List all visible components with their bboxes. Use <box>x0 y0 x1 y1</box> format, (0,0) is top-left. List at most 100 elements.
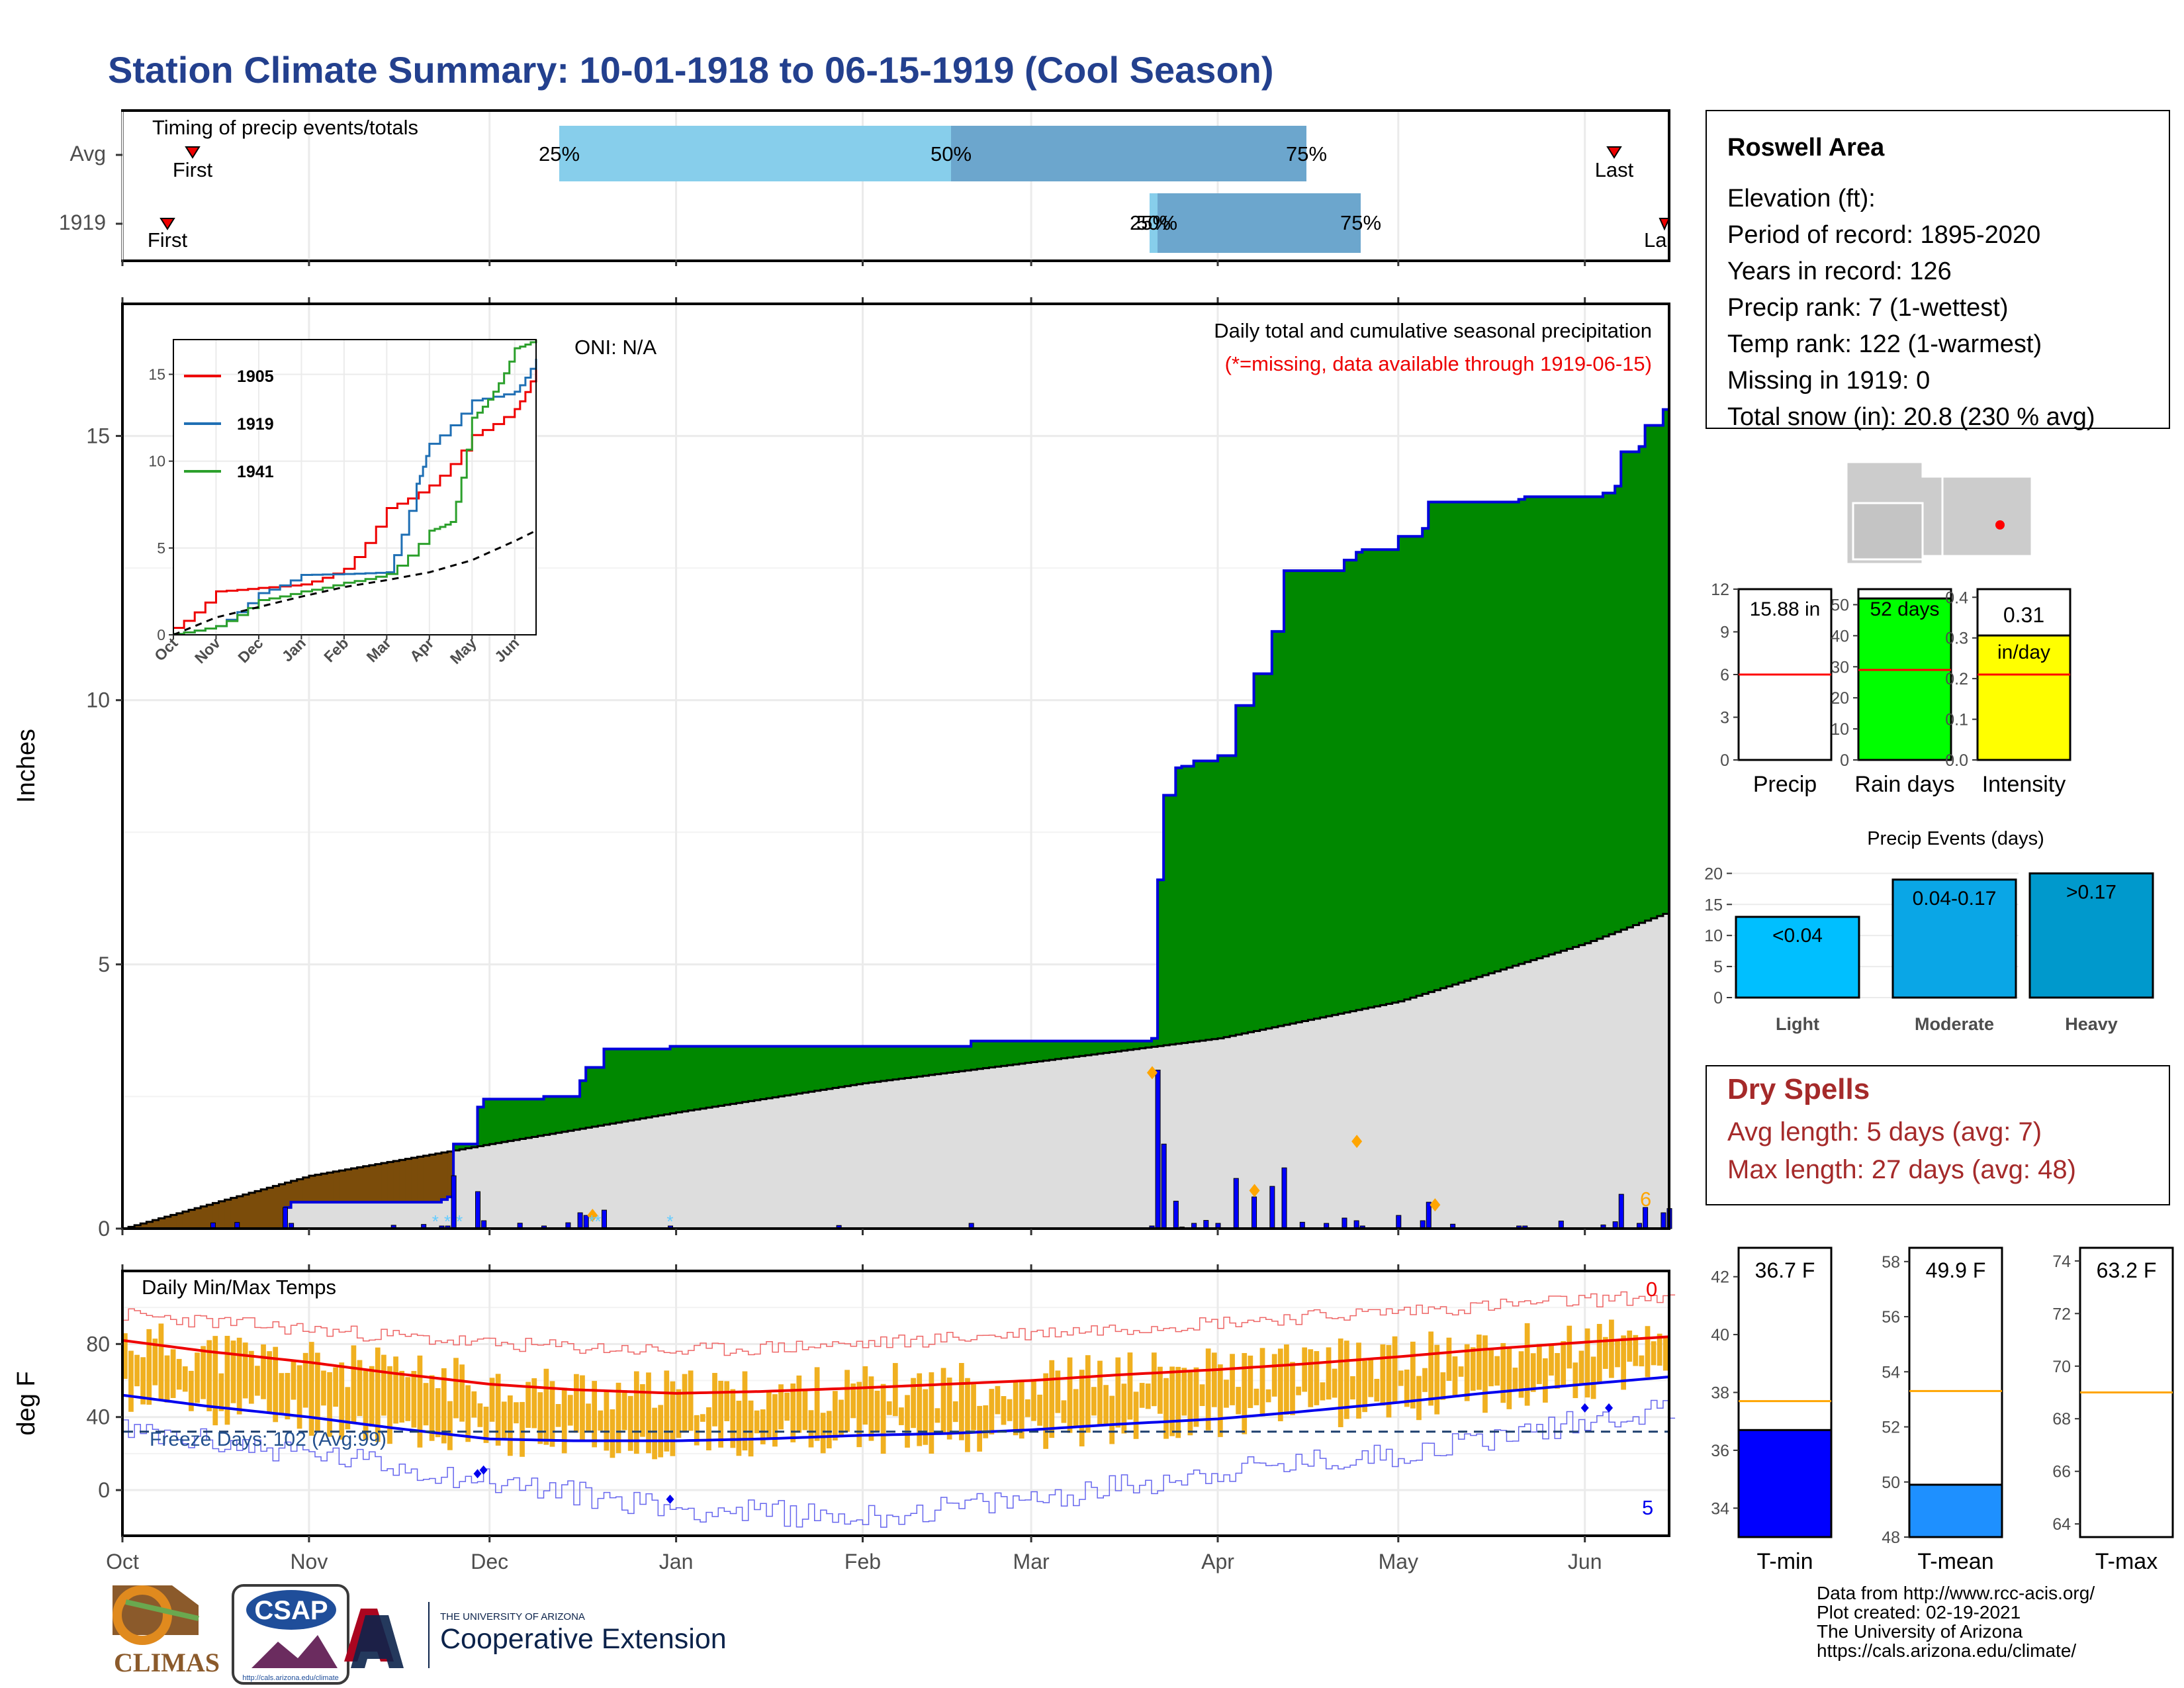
temp-summary-ytick-label: 50 <box>1882 1474 1900 1492</box>
timing-1919-bar-early <box>1150 193 1158 253</box>
temp-summary-label: T-max <box>2095 1549 2158 1574</box>
precip-surplus-fill <box>1121 1041 1128 1051</box>
dry-spells-max: Max length: 27 days (avg: 48) <box>1727 1155 2076 1184</box>
inset-ytick-label: 0 <box>157 626 165 643</box>
precip-surplus-fill <box>1488 502 1495 974</box>
footer-line: Plot created: 02-19-2021 <box>1817 1602 2021 1622</box>
precip-deficit-fill <box>321 1173 328 1203</box>
daily-precip-bar <box>1269 1186 1275 1229</box>
normal-max-line <box>122 1335 1670 1395</box>
precip-surplus-fill <box>1211 761 1218 1039</box>
oni-label: ONI: N/A <box>574 336 657 359</box>
precip-surplus-fill <box>1338 571 1345 1014</box>
daily-precip-bar <box>1618 1194 1624 1229</box>
daily-temp-range-bar <box>1555 1352 1560 1389</box>
csap-logo-text: CSAP <box>254 1596 328 1625</box>
timing-avg-first: First <box>173 158 213 181</box>
inset-legend-label: 1941 <box>237 463 274 481</box>
ua-logo-big: Cooperative Extension <box>440 1623 727 1655</box>
precip-ytick-label: 5 <box>98 953 110 976</box>
daily-temp-range-bar <box>580 1375 585 1440</box>
daily-temp-range-bar <box>1615 1340 1620 1368</box>
daily-temp-range-bar <box>1422 1368 1428 1392</box>
precip-surplus-fill <box>940 1046 948 1074</box>
precip-surplus-fill <box>712 1046 719 1107</box>
daily-temp-range-bar <box>1236 1387 1242 1415</box>
precip-surplus-fill <box>1343 560 1351 1013</box>
precip-surplus-fill <box>471 1144 478 1148</box>
daily-temp-range-bar <box>1193 1367 1199 1427</box>
summary-value-label: 0.31 <box>2003 603 2044 627</box>
daily-temp-range-bar <box>182 1366 188 1392</box>
daily-temp-range-bar <box>357 1360 363 1417</box>
daily-precip-bar <box>1281 1167 1287 1229</box>
footer-line: Data from http://www.rcc-acis.org/ <box>1817 1583 2095 1603</box>
precip-surplus-fill <box>934 1046 942 1074</box>
precip-deficit-fill <box>333 1171 340 1203</box>
daily-temp-range-bar <box>501 1401 507 1439</box>
daily-temp-range-bar <box>1145 1383 1151 1409</box>
station-info-line: Years in record: 126 <box>1727 258 1952 285</box>
daily-temp-range-bar <box>1139 1383 1145 1408</box>
precip-surplus-fill <box>1434 502 1441 990</box>
precip-deficit-fill <box>441 1152 448 1200</box>
daily-temp-range-bar <box>381 1354 387 1416</box>
daily-temp-range-bar <box>1440 1372 1446 1400</box>
precip-surplus-fill <box>1265 673 1273 1029</box>
precip-deficit-fill <box>273 1186 280 1229</box>
daily-temp-range-bar <box>1073 1389 1079 1428</box>
temp-summary-ytick-label: 68 <box>2052 1410 2071 1429</box>
precip-surplus-fill <box>1578 496 1586 945</box>
daily-temp-range-bar <box>279 1373 285 1414</box>
snow-marker: * <box>666 1211 673 1231</box>
precip-deficit-fill <box>345 1169 352 1203</box>
daily-temp-range-bar <box>1633 1335 1639 1366</box>
precip-deficit-fill <box>201 1206 207 1229</box>
daily-precip-bar <box>583 1215 589 1229</box>
precip-surplus-fill <box>549 1096 557 1134</box>
precip-surplus-fill <box>1217 755 1224 1039</box>
daily-temp-range-bar <box>1248 1355 1253 1409</box>
station-info-line: Total snow (in): 20.8 (230 % avg) <box>1727 403 2095 431</box>
precip-surplus-fill <box>574 1096 580 1130</box>
precip-surplus-fill <box>784 1046 791 1096</box>
daily-temp-range-bar <box>176 1358 182 1390</box>
precip-surplus-fill <box>808 1046 815 1092</box>
precip-surplus-fill <box>1284 571 1291 1025</box>
precip-surplus-fill <box>1019 1041 1026 1064</box>
precip-surplus-fill <box>664 1049 671 1115</box>
temp-panel: 80 40 0 Oct Nov Dec Jan Feb Mar Apr May Jun Daily M… <box>13 1270 1676 1573</box>
temp-summary-panel: 63.2 F 64 66 68 70 72 74 T-max <box>2052 1246 2174 1574</box>
precip-surplus-fill <box>754 1046 761 1100</box>
record-low-marker <box>473 1469 482 1479</box>
events-category-label: Light <box>1776 1014 1819 1034</box>
precip-surplus-fill <box>892 1046 899 1080</box>
daily-temp-range-bar <box>224 1336 230 1425</box>
precip-surplus-fill <box>1567 496 1574 949</box>
dry-spells-box: Dry Spells Avg length: 5 days (avg: 7) M… <box>1706 1065 2170 1205</box>
precip-surplus-fill <box>1440 502 1447 988</box>
precip-surplus-fill <box>1555 496 1561 953</box>
daily-temp-range-bar <box>1350 1376 1355 1400</box>
daily-temp-range-bar <box>892 1363 898 1417</box>
daily-temp-range-bar <box>201 1346 206 1399</box>
precip-surplus-fill <box>1242 705 1249 1034</box>
climas-logo: CLIMAS <box>113 1585 220 1677</box>
precip-deficit-fill <box>285 1182 292 1208</box>
daily-temp-range-bar <box>236 1337 242 1415</box>
precip-deficit-fill <box>363 1166 370 1203</box>
precip-surplus-fill <box>1380 549 1387 1006</box>
temp-summary-fill <box>1737 1429 1833 1538</box>
precip-surplus-fill <box>1446 502 1453 987</box>
daily-temp-range-bar <box>730 1389 736 1448</box>
precip-surplus-fill <box>1314 571 1321 1019</box>
daily-temp-range-bar <box>646 1372 651 1454</box>
daily-temp-range-bar <box>772 1394 778 1447</box>
precip-surplus-fill <box>1458 502 1465 983</box>
precip-deficit-fill <box>296 1179 304 1203</box>
daily-temp-range-bar <box>483 1407 489 1443</box>
summary-ytick-label: 0 <box>1840 751 1849 770</box>
snow-marker: * <box>444 1211 451 1231</box>
daily-temp-range-bar <box>633 1371 639 1454</box>
